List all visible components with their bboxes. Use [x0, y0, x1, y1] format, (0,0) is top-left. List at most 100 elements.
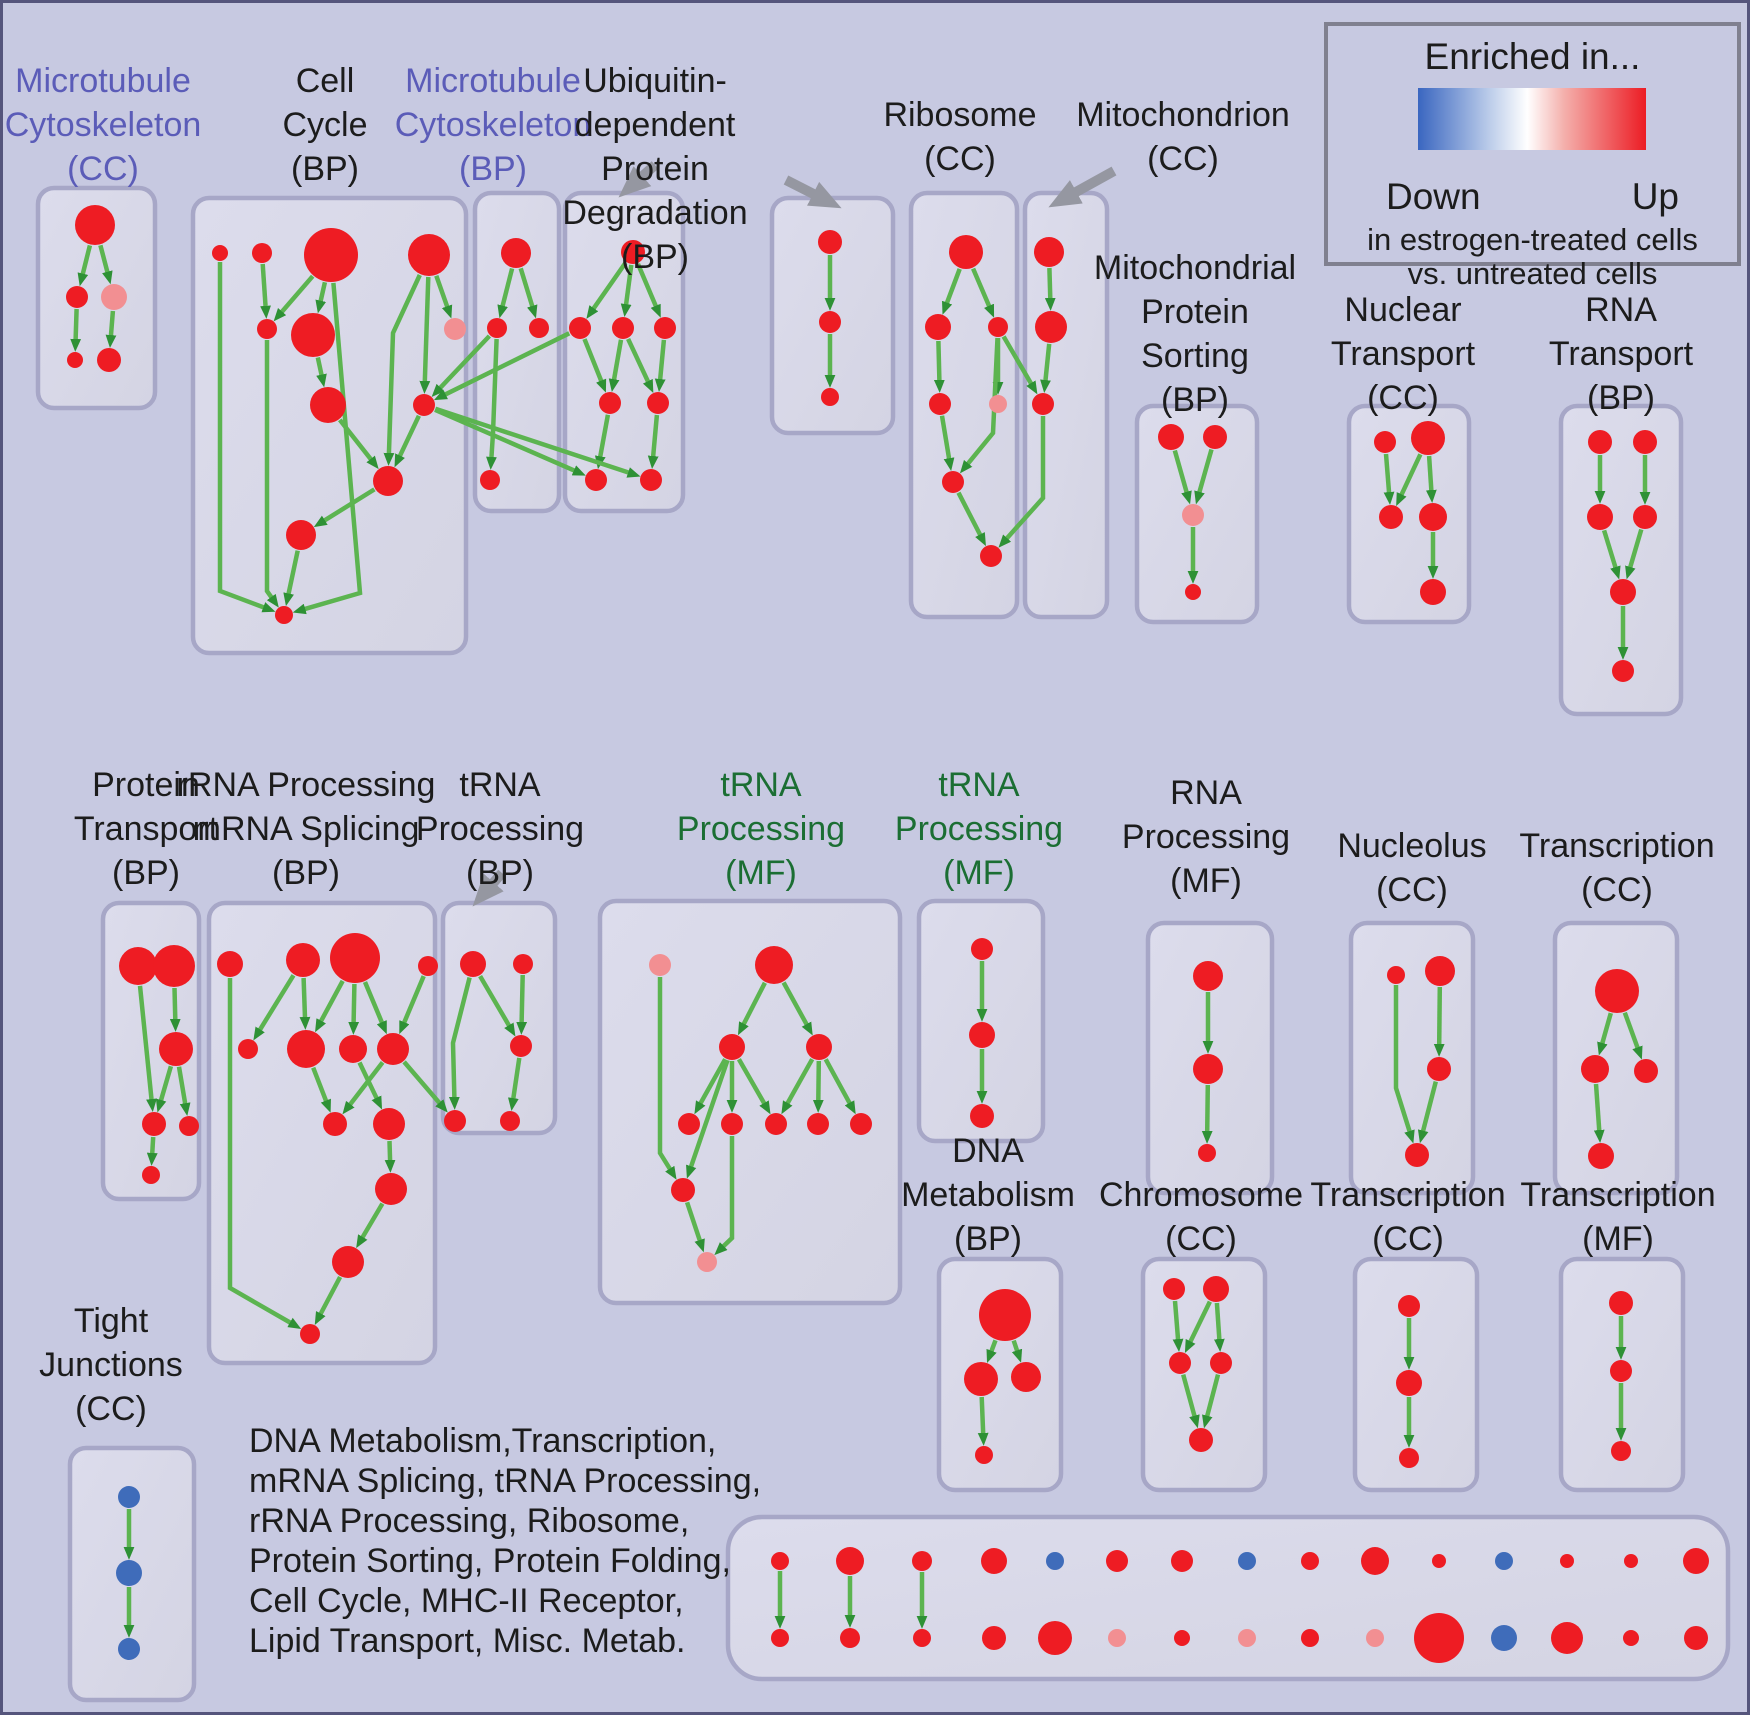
node-protein-transport-3 — [142, 1112, 166, 1136]
cluster-label-trna-mf-2: tRNA Processing (MF) — [749, 763, 1209, 895]
node-trna-bp-0 — [460, 951, 486, 977]
node-rrna-mrna-6 — [339, 1035, 367, 1063]
node-chromosome-0 — [1163, 1278, 1185, 1300]
cluster-label-line: (BP) — [1587, 379, 1655, 417]
node-misc-wide-top-7 — [1238, 1552, 1256, 1570]
node-trna-mf-1-8 — [850, 1113, 872, 1135]
cluster-label-line: Cell — [295, 62, 355, 100]
legend-subtitle-1: in estrogen-treated cells — [1367, 222, 1698, 257]
edge-rrna-mrna — [314, 1275, 343, 1326]
node-cell-cycle-10 — [286, 520, 316, 550]
node-rrna-mrna-7 — [377, 1033, 409, 1065]
edge-protein-transport — [169, 987, 181, 1032]
node-transcription-cc-2-1 — [1396, 1370, 1422, 1396]
node-chromosome-2 — [1169, 1352, 1191, 1374]
node-cell-cycle-2 — [304, 228, 358, 282]
cluster-label-rna-processing-mf: RNA Processing (MF) — [976, 771, 1436, 903]
cluster-label-line: tRNA — [720, 766, 802, 804]
cluster-label-line: Sorting — [1141, 337, 1249, 375]
node-misc-wide-bottom-6 — [1174, 1630, 1190, 1646]
cluster-label-line: Mitochondrial — [1093, 249, 1297, 287]
node-misc-wide-top-2 — [912, 1551, 932, 1571]
edge-rrna-mrna — [362, 981, 387, 1035]
edge-ribosome — [959, 337, 1000, 474]
node-rrna-mrna-11 — [332, 1246, 364, 1278]
cluster-label-line: Chromosome — [1098, 1176, 1304, 1214]
edge-chromosome — [1213, 1302, 1225, 1352]
edge-ribosome — [933, 340, 945, 393]
cluster-label-rna-transport: RNA Transport (BP) — [1391, 288, 1747, 420]
edge-nucleolus — [1433, 986, 1445, 1057]
edge-ribosome — [939, 415, 955, 472]
edge-microtubule-cc — [98, 244, 113, 285]
cluster-label-line: Nuclear — [1344, 291, 1462, 329]
node-nuclear-transport-3 — [1419, 503, 1447, 531]
cluster-label-line: (CC) — [1147, 140, 1219, 178]
edge-ubiquitin-1 — [608, 339, 624, 393]
edge-trna-mf-1 — [694, 1058, 728, 1115]
cluster-label-transcription-mf: Transcription (MF) — [1388, 1173, 1747, 1261]
edge-cell-cycle — [273, 274, 315, 322]
edge-cell-cycle — [264, 340, 279, 608]
node-nucleolus-2 — [1427, 1057, 1451, 1081]
edge-ubiquitin-1 — [654, 339, 667, 392]
cluster-box-microtubule-cc — [35, 185, 158, 411]
edge-transcription-cc-1 — [1597, 1012, 1613, 1056]
node-rna-transport-1 — [1633, 430, 1657, 454]
edge-cell-cycle — [292, 282, 363, 615]
misc-cluster-note-line: Protein Sorting, Protein Folding, — [249, 1542, 731, 1580]
node-misc-wide-top-8 — [1301, 1552, 1319, 1570]
edge-transcription-cc-1 — [1622, 1011, 1643, 1060]
node-microtubule-cc-1 — [66, 286, 88, 308]
edge-microtubule-bp — [497, 267, 515, 319]
cluster-label-line: Metabolism — [901, 1176, 1075, 1214]
cluster-label-protein-transport: Protein Transport (BP) — [3, 763, 376, 895]
edge-trna-mf-1 — [737, 981, 767, 1036]
cluster-label-line: Protein — [92, 766, 200, 804]
legend-gradient-bar — [1418, 88, 1646, 150]
node-chromosome-1 — [1203, 1276, 1229, 1302]
edge-trna-bp — [478, 974, 516, 1037]
label-pointer-arrow-0 — [618, 161, 659, 198]
node-microtubule-cc-4 — [97, 348, 121, 372]
cluster-label-mito-sorting: Mitochondrial Protein Sorting (BP) — [965, 246, 1425, 422]
edge-protein-transport — [176, 1066, 191, 1117]
node-rrna-mrna-0 — [217, 951, 243, 977]
misc-cluster-note-line: mRNA Splicing, tRNA Processing, — [249, 1462, 762, 1500]
node-rna-transport-4 — [1610, 579, 1636, 605]
edge-dna-metabolism — [986, 1339, 998, 1363]
node-trna-bp-4 — [500, 1111, 520, 1131]
edge-trna-mf-1 — [812, 1060, 824, 1113]
node-ribosome-0 — [949, 235, 983, 269]
edge-cell-cycle — [260, 263, 271, 319]
node-misc-wide-bottom-7 — [1238, 1629, 1256, 1647]
node-trna-mf-1-2 — [719, 1034, 745, 1060]
node-rrna-mrna-5 — [287, 1030, 325, 1068]
node-ubiquitin-2-1 — [819, 311, 841, 333]
cluster-label-line: dependent — [574, 106, 736, 144]
edge-rna-transport — [1625, 528, 1644, 580]
node-trna-mf-1-5 — [721, 1113, 743, 1135]
node-mito-sorting-1 — [1203, 425, 1227, 449]
edge-trna-mf-1 — [714, 1136, 735, 1256]
node-misc-wide-bottom-14 — [1684, 1626, 1708, 1650]
node-misc-wide-bottom-12 — [1551, 1622, 1583, 1654]
cluster-label-line: Microtubule — [405, 62, 581, 100]
edge-trna-bp — [507, 1057, 522, 1111]
edge-trna-mf-1 — [686, 1059, 730, 1179]
node-ubiquitin-1-0 — [621, 240, 645, 264]
node-cell-cycle-9 — [373, 466, 403, 496]
edge-rrna-mrna — [357, 1061, 383, 1110]
node-misc-wide-bottom-5 — [1108, 1629, 1126, 1647]
edge-nucleolus — [1417, 1081, 1438, 1144]
node-misc-wide-top-0 — [771, 1552, 789, 1570]
legend-box: Enriched in... Down Up in estrogen-treat… — [1324, 22, 1741, 291]
cluster-label-line: Transport — [1330, 335, 1476, 373]
node-nucleolus-3 — [1405, 1143, 1429, 1167]
node-nucleolus-0 — [1387, 966, 1405, 984]
node-rna-transport-0 — [1588, 430, 1612, 454]
legend-subtitle-2: vs. untreated cells — [1407, 256, 1658, 291]
node-misc-wide-top-9 — [1361, 1547, 1389, 1575]
node-trna-mf-1-4 — [678, 1113, 700, 1135]
node-transcription-cc-1-0 — [1595, 969, 1639, 1013]
